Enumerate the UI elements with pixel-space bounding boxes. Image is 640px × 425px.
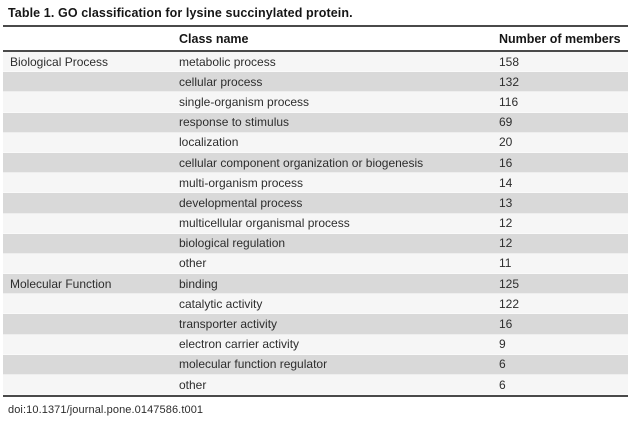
header-number-of-members: Number of members <box>499 31 621 46</box>
members-cell: 20 <box>499 135 513 150</box>
members-cell: 125 <box>499 276 520 291</box>
members-cell: 69 <box>499 115 513 130</box>
table-row: cellular component organization or bioge… <box>3 152 628 174</box>
class-name-cell: biological regulation <box>179 236 286 251</box>
group-cell: Molecular Function <box>10 276 112 291</box>
table-row: response to stimulus 69 <box>3 112 628 133</box>
table-row: catalytic activity 122 <box>3 294 628 315</box>
table-row: other 6 <box>3 375 628 396</box>
members-cell: 6 <box>499 357 506 372</box>
table-row: Molecular Function binding 125 <box>3 274 628 295</box>
table-row: cellular process 132 <box>3 72 628 93</box>
class-name-cell: metabolic process <box>179 54 276 69</box>
table-header-row: Class name Number of members <box>3 27 628 52</box>
table-row: Biological Process metabolic process 158 <box>3 52 628 73</box>
header-class-name: Class name <box>179 31 249 46</box>
class-name-cell: response to stimulus <box>179 115 290 130</box>
members-cell: 132 <box>499 74 520 89</box>
members-cell: 9 <box>499 337 506 352</box>
class-name-cell: catalytic activity <box>179 296 263 311</box>
table-row: electron carrier activity 9 <box>3 334 628 355</box>
members-cell: 13 <box>499 195 513 210</box>
class-name-cell: single-organism process <box>179 94 310 109</box>
class-name-cell: cellular process <box>179 74 263 89</box>
table-row: biological regulation 12 <box>3 233 628 254</box>
go-classification-table: Class name Number of members Biological … <box>3 25 628 398</box>
members-cell: 14 <box>499 175 513 190</box>
class-name-cell: other <box>179 256 207 271</box>
members-cell: 12 <box>499 216 513 231</box>
table-row: localization 20 <box>3 132 628 153</box>
table-row: developmental process 13 <box>3 193 628 214</box>
members-cell: 158 <box>499 54 520 69</box>
table-title: Table 1. GO classification for lysine su… <box>8 6 353 20</box>
class-name-cell: developmental process <box>179 195 303 210</box>
doi-text: doi:10.1371/journal.pone.0147586.t001 <box>8 404 204 417</box>
class-name-cell: multicellular organismal process <box>179 216 350 231</box>
class-name-cell: transporter activity <box>179 317 278 332</box>
members-cell: 12 <box>499 236 513 251</box>
members-cell: 16 <box>499 155 513 170</box>
members-cell: 116 <box>499 94 519 109</box>
members-cell: 122 <box>499 296 520 311</box>
class-name-cell: cellular component organization or bioge… <box>179 155 424 170</box>
class-name-cell: electron carrier activity <box>179 337 300 352</box>
table-body: Biological Process metabolic process 158 ce… <box>3 52 628 398</box>
table-row: other 11 <box>3 253 628 275</box>
members-cell: 11 <box>499 256 512 271</box>
table-row: single-organism process 116 <box>3 92 628 113</box>
class-name-cell: other <box>179 377 207 392</box>
class-name-cell: molecular function regulator <box>179 357 328 372</box>
class-name-cell: binding <box>179 276 218 291</box>
table-row: multi-organism process 14 <box>3 173 628 194</box>
group-cell: Biological Process <box>10 54 109 69</box>
table-row: transporter activity 16 <box>3 314 628 335</box>
members-cell: 6 <box>499 377 506 392</box>
table-row: multicellular organismal process 12 <box>3 213 628 234</box>
members-cell: 16 <box>499 317 513 332</box>
table-row: molecular function regulator 6 <box>3 354 628 375</box>
class-name-cell: multi-organism process <box>179 175 304 190</box>
class-name-cell: localization <box>179 135 239 150</box>
